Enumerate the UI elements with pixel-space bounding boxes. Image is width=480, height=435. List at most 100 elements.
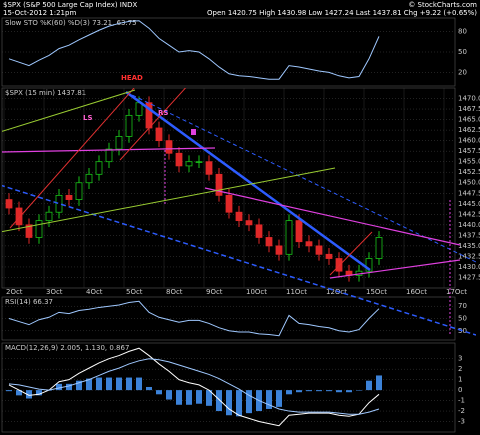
candle-body: [75, 182, 83, 200]
candle-body: [195, 161, 203, 163]
candle-body: [15, 207, 23, 226]
candle-body: [365, 258, 373, 272]
trendline: [329, 231, 373, 276]
y-tick-label: 80: [458, 28, 467, 36]
y-tick-label: 2: [458, 365, 462, 373]
histogram-bar: [186, 390, 192, 405]
histogram-bar: [236, 390, 242, 417]
candle-body: [55, 194, 63, 213]
x-tick-label: 2Oct: [6, 288, 23, 296]
candle-body: [185, 161, 193, 167]
rs-label: RS: [158, 109, 168, 117]
candle-body: [5, 199, 13, 209]
series-line: [8, 358, 380, 415]
y-tick-label: 0: [458, 386, 462, 394]
histogram-bar: [356, 390, 362, 391]
candle-body: [155, 127, 163, 142]
histogram-bar: [6, 390, 12, 392]
x-tick-label: 10Oct: [246, 288, 267, 296]
trendlines: [2, 88, 476, 336]
y-tick-label: 70: [458, 302, 467, 310]
candle-body: [175, 152, 183, 167]
x-tick-label: 11Oct: [286, 288, 307, 296]
x-tick-label: 16Oct: [406, 288, 427, 296]
y-tick-label: 1470.0: [458, 95, 480, 103]
x-tick-label: 4Oct: [86, 288, 103, 296]
candle-body: [325, 253, 333, 259]
histogram-bar: [226, 390, 232, 416]
panel-legend: Slow STO %K(60) %D(3) 73.21, 63.75: [5, 19, 137, 27]
y-tick-label: 20: [458, 68, 467, 76]
histogram-bar: [246, 390, 252, 414]
histogram-bar: [296, 390, 302, 393]
ls-label: LS: [83, 114, 93, 122]
histogram-bar: [286, 390, 292, 395]
x-tick-label: 3Oct: [46, 288, 63, 296]
histogram-bar: [36, 390, 42, 396]
y-tick-label: 1457.5: [458, 147, 480, 155]
y-tick-label: 1435.0: [458, 242, 480, 250]
panel-frame: [1, 342, 456, 433]
candle-body: [165, 140, 173, 154]
panel-legend: RSI(14) 66.37: [5, 298, 53, 306]
histogram-bar: [196, 390, 202, 404]
histogram-bar: [376, 375, 382, 391]
histogram-bar: [66, 383, 72, 391]
y-tick-label: -1: [458, 397, 465, 405]
y-tick-label: 1440.0: [458, 221, 480, 229]
y-tick-label: 1462.5: [458, 126, 480, 134]
y-tick-label: 1442.5: [458, 210, 480, 218]
trendline: [119, 88, 187, 161]
candle-body: [225, 194, 233, 213]
y-tick-label: 1430.0: [458, 263, 480, 271]
credit: © StockCharts.com: [408, 1, 477, 9]
trendline: [2, 89, 136, 132]
candle-body: [85, 173, 93, 184]
x-tick-label: 15Oct: [366, 288, 387, 296]
histogram-bar: [326, 390, 332, 392]
y-tick-label: 1437.5: [458, 231, 480, 239]
x-tick-label: 12Oct: [326, 288, 347, 296]
histogram-bar: [126, 377, 132, 391]
histogram-bar: [86, 378, 92, 391]
panel-legend: $SPX (15 min) 1437.81: [5, 89, 86, 97]
candle-body: [265, 237, 273, 247]
y-tick-label: 3: [458, 355, 462, 363]
y-tick-label: 1465.0: [458, 116, 480, 124]
x-tick-label: 8Oct: [166, 288, 183, 296]
y-tick-label: 1467.5: [458, 105, 480, 113]
y-tick-label: 1445.0: [458, 200, 480, 208]
histogram-bar: [156, 390, 162, 395]
panel-legend: MACD(12,26,9) 2.005, 1.130, 0.867: [5, 344, 129, 352]
candle-body: [245, 220, 253, 226]
date: 15-Oct-2012 1:21pm: [3, 9, 76, 17]
histogram-bar: [16, 390, 22, 396]
y-tick-label: 1450.0: [458, 179, 480, 187]
trendline: [9, 88, 135, 229]
y-tick-label: 1455.0: [458, 158, 480, 166]
trendline: [2, 147, 216, 153]
y-tick-label: -3: [458, 418, 465, 426]
histogram-bar: [216, 390, 222, 412]
y-tick-label: 1452.5: [458, 168, 480, 176]
trendline: [125, 90, 371, 272]
histogram-bar: [166, 390, 172, 400]
x-tick-label: 17Oct: [446, 288, 467, 296]
trendline: [2, 184, 476, 336]
candle-body: [215, 173, 223, 196]
histogram-bar: [206, 390, 212, 406]
histogram-bar: [306, 390, 312, 392]
marker: [191, 129, 196, 135]
y-tick-label: 50: [458, 48, 467, 56]
series-line: [8, 347, 380, 427]
histogram-bar: [96, 377, 102, 391]
y-tick-label: -2: [458, 407, 465, 415]
histogram-bar: [26, 390, 32, 399]
candle-body: [105, 148, 113, 163]
candle-body: [35, 220, 43, 238]
histogram-bar: [176, 390, 182, 405]
histogram-bar: [336, 390, 342, 393]
candle-body: [205, 161, 213, 175]
trendline: [329, 259, 461, 279]
